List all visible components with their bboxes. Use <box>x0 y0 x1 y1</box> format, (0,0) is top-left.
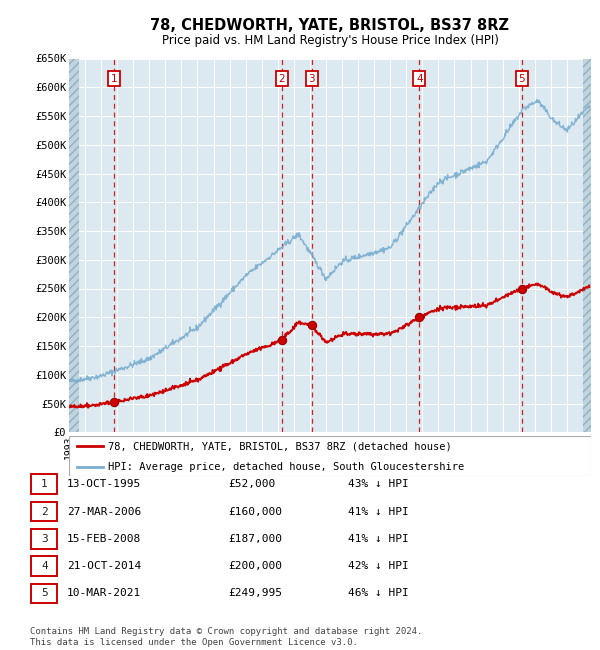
Text: 1: 1 <box>41 479 48 489</box>
Text: 41% ↓ HPI: 41% ↓ HPI <box>348 534 409 544</box>
Text: £200,000: £200,000 <box>228 561 282 571</box>
Text: 2: 2 <box>278 73 285 84</box>
Text: 10-MAR-2021: 10-MAR-2021 <box>67 588 142 599</box>
Text: 43% ↓ HPI: 43% ↓ HPI <box>348 479 409 489</box>
Text: Price paid vs. HM Land Registry's House Price Index (HPI): Price paid vs. HM Land Registry's House … <box>161 34 499 47</box>
Text: 5: 5 <box>41 588 48 599</box>
Bar <box>583 58 591 432</box>
Text: 5: 5 <box>518 73 525 84</box>
Text: 21-OCT-2014: 21-OCT-2014 <box>67 561 142 571</box>
Text: 78, CHEDWORTH, YATE, BRISTOL, BS37 8RZ (detached house): 78, CHEDWORTH, YATE, BRISTOL, BS37 8RZ (… <box>108 441 452 451</box>
Text: 3: 3 <box>308 73 315 84</box>
Text: 3: 3 <box>41 534 48 544</box>
Text: 13-OCT-1995: 13-OCT-1995 <box>67 479 142 489</box>
Text: 41% ↓ HPI: 41% ↓ HPI <box>348 506 409 517</box>
Bar <box>69 58 79 432</box>
Text: 4: 4 <box>41 561 48 571</box>
Text: 1: 1 <box>110 73 117 84</box>
Text: Contains HM Land Registry data © Crown copyright and database right 2024.
This d: Contains HM Land Registry data © Crown c… <box>30 627 422 647</box>
Bar <box>69 58 79 432</box>
Text: HPI: Average price, detached house, South Gloucestershire: HPI: Average price, detached house, Sout… <box>108 462 464 472</box>
Text: 46% ↓ HPI: 46% ↓ HPI <box>348 588 409 599</box>
Text: 42% ↓ HPI: 42% ↓ HPI <box>348 561 409 571</box>
Bar <box>583 58 591 432</box>
Text: £52,000: £52,000 <box>228 479 275 489</box>
Text: 4: 4 <box>416 73 422 84</box>
Text: £160,000: £160,000 <box>228 506 282 517</box>
Text: 2: 2 <box>41 506 48 517</box>
Text: 78, CHEDWORTH, YATE, BRISTOL, BS37 8RZ: 78, CHEDWORTH, YATE, BRISTOL, BS37 8RZ <box>151 18 509 34</box>
Text: 15-FEB-2008: 15-FEB-2008 <box>67 534 142 544</box>
Text: 27-MAR-2006: 27-MAR-2006 <box>67 506 142 517</box>
Text: £249,995: £249,995 <box>228 588 282 599</box>
Text: £187,000: £187,000 <box>228 534 282 544</box>
